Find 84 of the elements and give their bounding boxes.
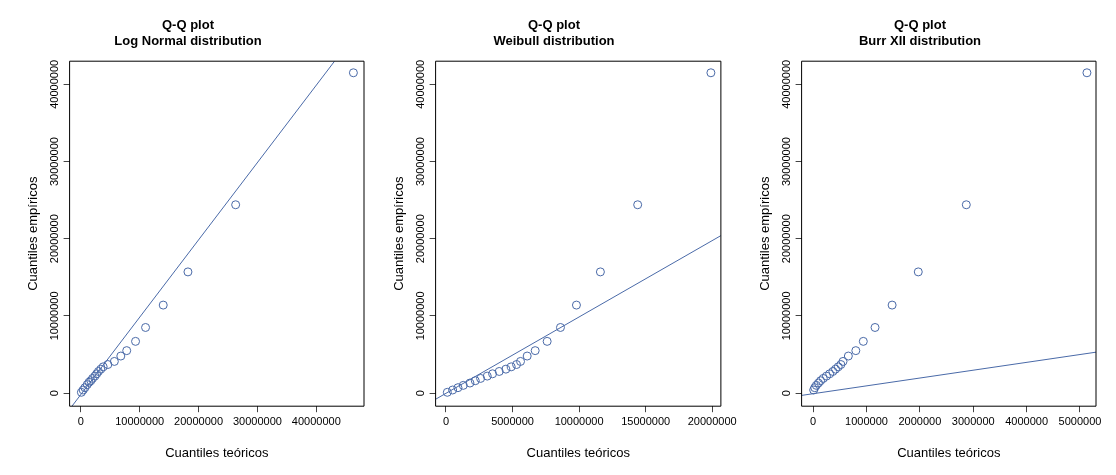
y-tick-label: 20000000 xyxy=(780,214,793,264)
point xyxy=(122,346,132,356)
point xyxy=(470,376,480,386)
y-tick-label: 20000000 xyxy=(414,214,427,264)
point xyxy=(858,336,868,346)
point xyxy=(555,322,565,332)
x-tick-label: 2000000 xyxy=(898,414,942,427)
point xyxy=(109,356,119,366)
x-tick-label: 1000000 xyxy=(845,414,888,427)
y-tick-label: 10000000 xyxy=(414,291,427,341)
point xyxy=(522,351,532,361)
point xyxy=(183,267,193,277)
point xyxy=(838,356,848,366)
y-tick-label: 30000000 xyxy=(48,137,61,187)
point xyxy=(494,366,504,376)
x-tick-label: 5000000 xyxy=(1058,414,1102,427)
point xyxy=(843,351,853,361)
y-tick-label: 30000000 xyxy=(414,137,427,187)
point xyxy=(141,322,151,332)
point xyxy=(595,267,605,277)
x-tick-label: 10000000 xyxy=(554,414,604,427)
x-tick-label: 0 xyxy=(810,414,817,427)
y-tick-label: 20000000 xyxy=(48,214,61,264)
x-tick-label: 4000000 xyxy=(1005,414,1049,427)
y-axis-title: Cuantiles empíricos xyxy=(391,176,407,291)
x-tick-label: 0 xyxy=(77,414,84,427)
point xyxy=(482,371,492,381)
point xyxy=(442,387,452,397)
point xyxy=(516,356,526,366)
chart-title: Q-Q plot xyxy=(162,17,215,33)
y-axis-title: Cuantiles empíricos xyxy=(757,176,773,291)
point xyxy=(571,300,581,310)
point xyxy=(448,385,458,395)
point xyxy=(913,267,923,277)
x-tick-label: 10000000 xyxy=(115,414,165,427)
point xyxy=(851,346,861,356)
x-tick-label: 15000000 xyxy=(621,414,671,427)
point xyxy=(476,373,486,383)
point xyxy=(706,68,716,78)
point xyxy=(458,380,468,390)
x-tick-label: 0 xyxy=(442,414,450,427)
point xyxy=(231,200,241,210)
point xyxy=(348,68,358,78)
chart-subtitle: Burr XII distribution xyxy=(858,32,982,48)
point xyxy=(131,336,141,346)
point xyxy=(103,360,113,370)
y-tick-label: 40000000 xyxy=(48,59,61,109)
x-axis-title: Cuantiles teóricos xyxy=(165,444,269,460)
y-tick-label: 40000000 xyxy=(414,59,427,109)
point xyxy=(512,360,522,370)
x-tick-label: 30000000 xyxy=(232,414,282,427)
point xyxy=(887,300,897,310)
point xyxy=(633,200,643,210)
point xyxy=(488,369,498,379)
x-tick-label: 5000000 xyxy=(491,414,534,427)
y-tick-label: 10000000 xyxy=(780,291,793,341)
chart-subtitle: Log Normal distribution xyxy=(114,32,262,48)
chart-title: Q-Q plot xyxy=(894,17,947,33)
point xyxy=(961,200,971,210)
point xyxy=(158,300,168,310)
point xyxy=(501,364,511,374)
x-tick-label: 3000000 xyxy=(951,414,995,427)
y-axis-title: Cuantiles empíricos xyxy=(25,176,41,291)
y-tick-label: 0 xyxy=(48,390,61,397)
chart-title: Q-Q plot xyxy=(528,17,581,33)
y-tick-label: 0 xyxy=(780,390,793,397)
chart-subtitle: Weibull distribution xyxy=(493,32,615,48)
point xyxy=(453,383,463,393)
y-tick-label: 30000000 xyxy=(780,137,793,187)
point xyxy=(506,362,516,372)
x-tick-label: 40000000 xyxy=(291,414,341,427)
x-axis-title: Cuantiles teóricos xyxy=(897,444,1001,460)
y-tick-label: 0 xyxy=(414,390,427,397)
y-tick-label: 40000000 xyxy=(780,59,793,109)
point xyxy=(530,346,540,356)
point xyxy=(465,378,475,388)
x-tick-label: 20000000 xyxy=(174,414,224,427)
y-tick-label: 10000000 xyxy=(48,291,61,341)
x-tick-label: 20000000 xyxy=(687,414,737,427)
x-axis-title: Cuantiles teóricos xyxy=(526,444,631,460)
point xyxy=(542,336,552,346)
point xyxy=(1082,68,1092,78)
point xyxy=(870,322,880,332)
point xyxy=(116,351,126,361)
